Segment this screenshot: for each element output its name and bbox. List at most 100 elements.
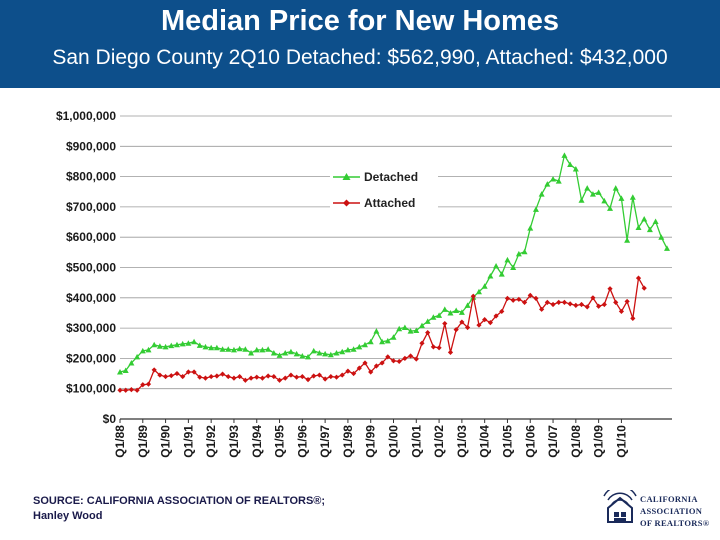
data-point xyxy=(356,343,363,350)
x-tick-label: Q1/05 xyxy=(500,425,514,458)
data-point xyxy=(197,374,203,380)
data-point xyxy=(396,325,403,332)
data-point xyxy=(596,303,602,309)
page-title: Median Price for New Homes xyxy=(160,5,560,37)
data-point xyxy=(140,382,146,388)
data-point xyxy=(612,185,619,191)
data-point xyxy=(516,296,522,302)
data-point xyxy=(441,306,448,312)
data-point xyxy=(572,166,579,172)
median-price-chart: $0 $100,000 $200,000 $300,000 $400,000 $500,0… xyxy=(56,109,672,458)
data-point xyxy=(151,367,157,373)
data-point xyxy=(145,381,152,387)
data-point xyxy=(253,346,260,353)
data-point xyxy=(487,320,493,326)
data-point xyxy=(475,288,482,295)
data-point xyxy=(344,346,351,353)
y-tick-label: $600,000 xyxy=(66,230,116,244)
data-point xyxy=(270,349,277,356)
legend-attached-marker xyxy=(343,199,350,207)
data-point xyxy=(618,308,625,315)
data-point xyxy=(664,245,670,251)
data-point xyxy=(618,195,625,201)
source-line-2: Hanley Wood xyxy=(33,510,103,522)
source-note: SOURCE: CALIFORNIA ASSOCIATION OF REALTO… xyxy=(33,494,325,524)
data-point xyxy=(544,181,551,187)
title-banner: Median Price for New Homes San Diego Cou… xyxy=(0,0,720,88)
data-point xyxy=(458,309,465,315)
data-point xyxy=(168,373,174,379)
data-point xyxy=(213,344,220,351)
data-point xyxy=(538,191,545,197)
data-point xyxy=(225,373,231,380)
data-point xyxy=(413,356,419,362)
x-axis-tick-labels: Q1/88 Q1/89 Q1/90 Q1/91 Q1/92 Q1/93 Q1/94 Q1/95… xyxy=(113,419,628,458)
data-point xyxy=(214,373,220,379)
data-point xyxy=(390,334,397,340)
data-point xyxy=(556,299,562,305)
data-point xyxy=(282,375,288,381)
data-point xyxy=(134,387,140,393)
data-point xyxy=(208,373,214,380)
data-point xyxy=(134,353,141,360)
x-tick-label: Q1/92 xyxy=(204,425,218,458)
data-point xyxy=(202,343,209,350)
series-line xyxy=(120,276,645,391)
x-tick-label: Q1/04 xyxy=(478,425,492,458)
data-point xyxy=(339,372,345,378)
data-point xyxy=(595,189,602,195)
data-point xyxy=(521,299,528,305)
page-subtitle: San Diego County 2Q10 Detached: $562,990… xyxy=(52,46,668,69)
x-tick-label: Q1/01 xyxy=(409,425,423,458)
data-point xyxy=(390,358,397,364)
x-tick-label: Q1/90 xyxy=(159,425,173,458)
data-point xyxy=(470,293,476,299)
data-point xyxy=(533,295,539,302)
data-point xyxy=(276,377,283,383)
y-axis-tick-labels: $0 $100,000 $200,000 $300,000 $400,000 $500,0… xyxy=(56,109,116,426)
data-point xyxy=(589,191,596,197)
data-point xyxy=(157,372,163,378)
data-point xyxy=(185,340,192,346)
data-point xyxy=(322,376,328,382)
data-point xyxy=(493,262,500,269)
data-point xyxy=(555,178,562,184)
data-point xyxy=(550,176,557,182)
data-point xyxy=(482,317,488,323)
data-point xyxy=(282,349,289,356)
data-point xyxy=(242,346,249,352)
data-point xyxy=(265,346,272,352)
x-tick-label: Q1/10 xyxy=(614,425,628,458)
data-point xyxy=(362,341,369,348)
data-point xyxy=(271,373,277,380)
data-point xyxy=(385,354,391,360)
data-point xyxy=(379,338,386,345)
data-point xyxy=(635,275,642,281)
data-point xyxy=(567,301,573,307)
data-point xyxy=(419,340,425,346)
data-point xyxy=(499,308,505,315)
data-point xyxy=(396,358,402,365)
data-point xyxy=(493,313,499,319)
data-point xyxy=(658,234,665,240)
data-point xyxy=(117,387,123,393)
data-point xyxy=(447,309,454,316)
data-point xyxy=(356,365,362,371)
y-tick-label: $300,000 xyxy=(66,321,116,335)
data-point xyxy=(196,342,203,348)
data-point xyxy=(601,301,607,308)
data-point xyxy=(128,359,135,366)
data-point xyxy=(453,307,460,314)
data-point xyxy=(373,363,380,369)
data-point xyxy=(515,250,522,257)
data-point xyxy=(481,283,488,289)
series-attached xyxy=(117,275,647,393)
x-tick-label: Q1/00 xyxy=(387,425,401,458)
data-point xyxy=(641,285,647,291)
data-point xyxy=(487,272,494,279)
data-point xyxy=(327,351,334,358)
data-point xyxy=(601,197,608,204)
x-tick-label: Q1/91 xyxy=(181,425,195,458)
data-point xyxy=(168,342,175,349)
data-point xyxy=(407,353,414,359)
